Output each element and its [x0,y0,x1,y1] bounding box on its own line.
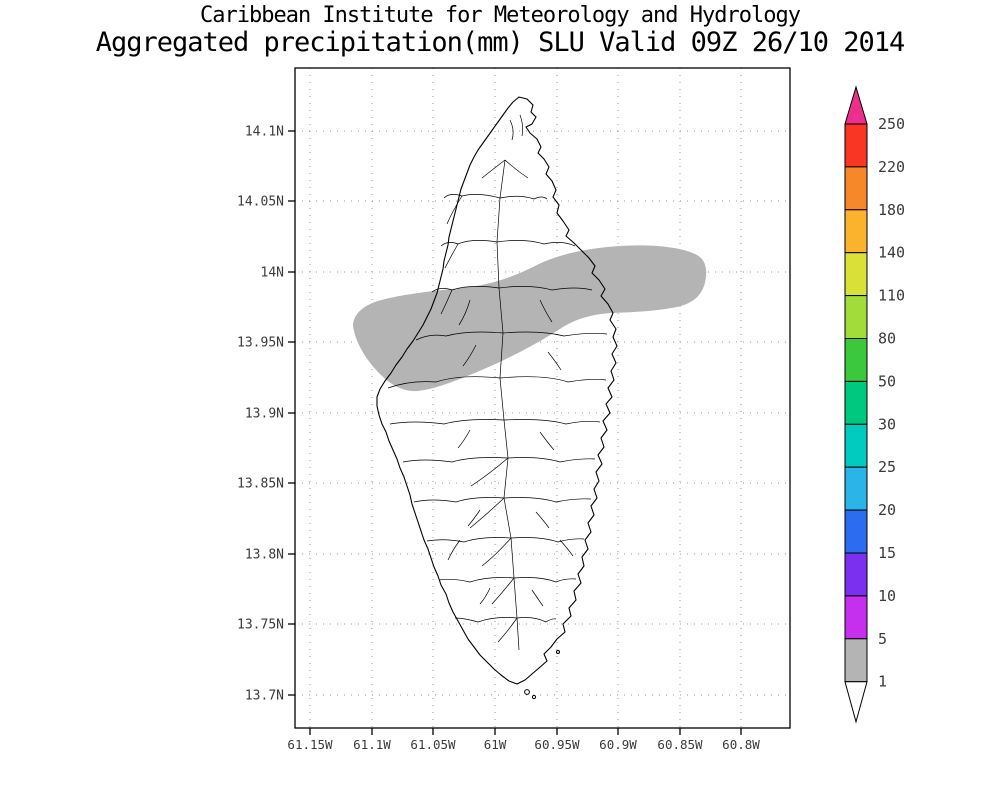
colorbar-segment [844,638,868,683]
colorbar-label: 25 [878,458,896,476]
map-title: Aggregated precipitation(mm) SLU Valid 0… [95,27,906,58]
colorbar-segment [844,552,868,597]
x-axis-label: 61W [484,737,507,752]
watershed-central-ridge [496,159,520,651]
colorbar-label: 1 [878,673,887,691]
y-axis-label: 13.9N [245,407,284,422]
colorbar-segment [844,380,868,425]
y-axis-label: 14N [261,266,284,281]
colorbar-label: 10 [878,587,896,605]
colorbar-label: 220 [878,158,905,176]
y-axis-label: 14.05N [237,195,284,210]
watershed-sub-branches [440,114,574,643]
x-axis-label: 60.95W [534,737,580,752]
colorbar-segment [844,123,868,168]
x-axis-label: 61.05W [410,737,456,752]
colorbar-segment [844,595,868,640]
colorbar-label: 140 [878,244,905,262]
colorbar-bottom-arrow [844,681,868,724]
colorbar-label: 5 [878,630,887,648]
colorbar-label: 15 [878,544,896,562]
watershed-boundaries [387,114,608,651]
colorbar: 250 220 180 140 110 80 50 30 25 20 15 10 5 1 [844,85,905,724]
colorbar-segment [844,466,868,511]
colorbar-segment [844,209,868,254]
colorbar-top-arrow [844,85,868,125]
colorbar-segment [844,338,868,382]
colorbar-label: 110 [878,287,905,305]
colorbar-label: 20 [878,501,896,519]
y-axis-label: 13.75N [237,618,284,633]
x-axis-label: 60.8W [722,737,760,752]
y-axis-label: 13.85N [237,477,284,492]
plot-frame [294,67,791,729]
maria-island-minor [531,694,537,700]
grid-and-axes: 14.1N 14.05N 14N 13.95N 13.9N 13.85N 13.8N 13.7… [237,68,790,752]
colorbar-segment [844,295,868,340]
x-axis-label: 61.15W [287,737,333,752]
colorbar-label: 80 [878,330,896,348]
colorbar-segment [844,252,868,297]
institute-title: Caribbean Institute for Meteorology and … [199,3,801,28]
colorbar-segment [844,509,868,554]
colorbar-segment [844,423,868,468]
y-axis-label: 13.7N [245,689,284,704]
x-axis-label: 60.9W [599,737,637,752]
watershed-east-branches [496,195,608,623]
east-coast-islet [556,650,560,654]
y-axis-label: 13.95N [237,336,284,351]
colorbar-segment [844,166,868,211]
colorbar-label: 50 [878,372,896,390]
colorbar-label: 180 [878,201,905,219]
y-axis-label: 14.1N [245,125,284,140]
precipitation-shaded-region [353,245,707,392]
colorbar-label: 250 [878,115,905,133]
x-axis-label: 60.85W [657,737,703,752]
maria-island-major [524,689,530,695]
x-axis-label: 61.1W [353,737,391,752]
colorbar-label: 30 [878,415,896,433]
y-axis-label: 13.8N [245,548,284,563]
island-coastline [376,96,618,685]
saint-lucia-island [376,96,618,700]
